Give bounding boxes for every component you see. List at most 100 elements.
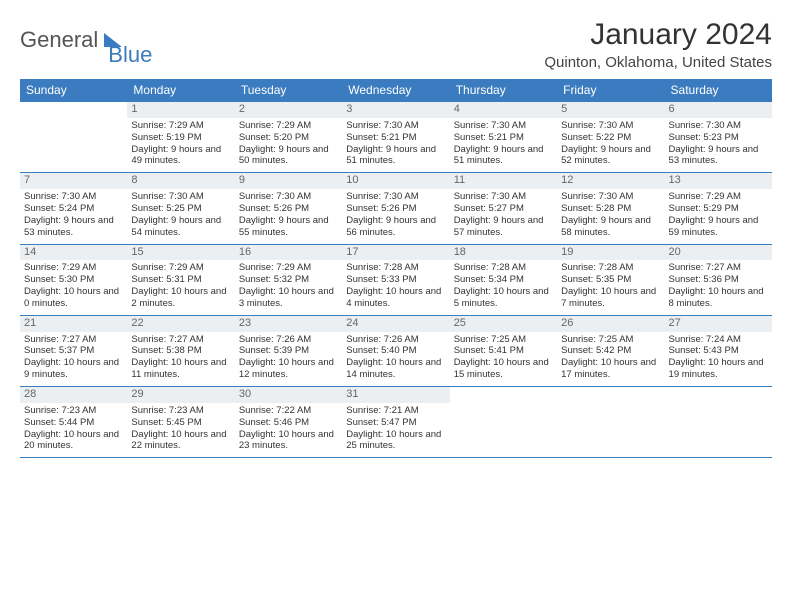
sunset-line: Sunset: 5:24 PM [24, 203, 123, 215]
sunrise-line: Sunrise: 7:29 AM [669, 191, 768, 203]
calendar-day-cell: 9Sunrise: 7:30 AMSunset: 5:26 PMDaylight… [235, 173, 342, 244]
calendar-day-cell: 22Sunrise: 7:27 AMSunset: 5:38 PMDayligh… [127, 315, 234, 386]
daylight-line: Daylight: 9 hours and 50 minutes. [239, 144, 338, 168]
calendar-day-cell: 30Sunrise: 7:22 AMSunset: 5:46 PMDayligh… [235, 387, 342, 458]
calendar-day-cell: 24 Sunrise: 7:26 AMSunset: 5:40 PMDayligh… [342, 315, 449, 386]
day-number: 7 [20, 173, 127, 189]
sunrise-line: Sunrise: 7:30 AM [346, 191, 445, 203]
day-number: 11 [450, 173, 557, 189]
sunset-line: Sunset: 5:35 PM [561, 274, 660, 286]
sunrise-line: Sunrise: 7:30 AM [454, 191, 553, 203]
sunset-line: Sunset: 5:34 PM [454, 274, 553, 286]
calendar-day-cell [665, 387, 772, 458]
sunset-line: Sunset: 5:36 PM [669, 274, 768, 286]
day-header: Wednesday [342, 79, 449, 102]
calendar-day-cell: 4Sunrise: 7:30 AMSunset: 5:21 PMDaylight… [450, 102, 557, 173]
day-number: 30 [235, 387, 342, 403]
sunrise-line: Sunrise: 7:23 AM [24, 405, 123, 417]
sunset-line: Sunset: 5:47 PM [346, 417, 445, 429]
calendar-day-cell: 12Sunrise: 7:30 AMSunset: 5:28 PMDayligh… [557, 173, 664, 244]
calendar-day-cell: 18Sunrise: 7:28 AMSunset: 5:34 PMDayligh… [450, 244, 557, 315]
daylight-line: Daylight: 9 hours and 56 minutes. [346, 215, 445, 239]
daylight-line: Daylight: 10 hours and 9 minutes. [24, 357, 123, 381]
logo: General Blue [20, 18, 152, 62]
logo-text-blue: Blue [108, 42, 152, 68]
sunrise-line: Sunrise: 7:30 AM [346, 120, 445, 132]
calendar-day-cell: 10Sunrise: 7:30 AMSunset: 5:26 PMDayligh… [342, 173, 449, 244]
sunset-line: Sunset: 5:33 PM [346, 274, 445, 286]
sunset-line: Sunset: 5:27 PM [454, 203, 553, 215]
daylight-line: Daylight: 9 hours and 55 minutes. [239, 215, 338, 239]
day-number: 12 [557, 173, 664, 189]
sunset-line: Sunset: 5:26 PM [239, 203, 338, 215]
daylight-line: Daylight: 10 hours and 22 minutes. [131, 429, 230, 453]
day-number: 24 [342, 316, 449, 332]
calendar-day-cell: 6Sunrise: 7:30 AMSunset: 5:23 PMDaylight… [665, 102, 772, 173]
daylight-line: Daylight: 9 hours and 53 minutes. [24, 215, 123, 239]
daylight-line: Daylight: 10 hours and 2 minutes. [131, 286, 230, 310]
sunset-line: Sunset: 5:21 PM [454, 132, 553, 144]
sunset-line: Sunset: 5:23 PM [669, 132, 768, 144]
daylight-line: Daylight: 10 hours and 4 minutes. [346, 286, 445, 310]
calendar-week-row: 21Sunrise: 7:27 AMSunset: 5:37 PMDayligh… [20, 315, 772, 386]
calendar-day-cell: 21Sunrise: 7:27 AMSunset: 5:37 PMDayligh… [20, 315, 127, 386]
daylight-line: Daylight: 10 hours and 23 minutes. [239, 429, 338, 453]
sunrise-line: Sunrise: 7:30 AM [454, 120, 553, 132]
day-header: Thursday [450, 79, 557, 102]
calendar-week-row: 7Sunrise: 7:30 AMSunset: 5:24 PMDaylight… [20, 173, 772, 244]
calendar-day-cell: 23Sunrise: 7:26 AMSunset: 5:39 PMDayligh… [235, 315, 342, 386]
sunrise-line: Sunrise: 7:29 AM [131, 262, 230, 274]
sunrise-line: Sunrise: 7:30 AM [561, 120, 660, 132]
daylight-line: Daylight: 9 hours and 57 minutes. [454, 215, 553, 239]
sunset-line: Sunset: 5:31 PM [131, 274, 230, 286]
calendar-day-cell: 5 Sunrise: 7:30 AMSunset: 5:22 PMDaylight… [557, 102, 664, 173]
calendar-day-cell: 29Sunrise: 7:23 AMSunset: 5:45 PMDayligh… [127, 387, 234, 458]
daylight-line: Daylight: 10 hours and 17 minutes. [561, 357, 660, 381]
location-label: Quinton, Oklahoma, United States [544, 54, 772, 71]
sunset-line: Sunset: 5:46 PM [239, 417, 338, 429]
calendar-week-row: 1Sunrise: 7:29 AMSunset: 5:19 PMDaylight… [20, 102, 772, 173]
day-number: 28 [20, 387, 127, 403]
sunrise-line: Sunrise: 7:29 AM [239, 120, 338, 132]
day-number: 2 [235, 102, 342, 118]
calendar-day-cell [20, 102, 127, 173]
day-number: 4 [450, 102, 557, 118]
day-number: 1 [127, 102, 234, 118]
daylight-line: Daylight: 10 hours and 14 minutes. [346, 357, 445, 381]
sunrise-line: Sunrise: 7:30 AM [669, 120, 768, 132]
day-number: 14 [20, 245, 127, 261]
sunset-line: Sunset: 5:28 PM [561, 203, 660, 215]
day-number: 25 [450, 316, 557, 332]
calendar-day-cell: 16Sunrise: 7:29 AMSunset: 5:32 PMDayligh… [235, 244, 342, 315]
daylight-line: Daylight: 10 hours and 0 minutes. [24, 286, 123, 310]
sunset-line: Sunset: 5:22 PM [561, 132, 660, 144]
daylight-line: Daylight: 10 hours and 8 minutes. [669, 286, 768, 310]
calendar-day-cell [450, 387, 557, 458]
daylight-line: Daylight: 9 hours and 54 minutes. [131, 215, 230, 239]
sunrise-line: Sunrise: 7:26 AM [346, 334, 445, 346]
sunset-line: Sunset: 5:38 PM [131, 345, 230, 357]
day-header: Monday [127, 79, 234, 102]
sunset-line: Sunset: 5:39 PM [239, 345, 338, 357]
daylight-line: Daylight: 9 hours and 52 minutes. [561, 144, 660, 168]
daylight-line: Daylight: 9 hours and 53 minutes. [669, 144, 768, 168]
day-number: 29 [127, 387, 234, 403]
day-number: 5 [557, 102, 664, 118]
day-header: Tuesday [235, 79, 342, 102]
day-number: 8 [127, 173, 234, 189]
logo-text-general: General [20, 27, 98, 53]
sunset-line: Sunset: 5:20 PM [239, 132, 338, 144]
day-number: 20 [665, 245, 772, 261]
sunset-line: Sunset: 5:45 PM [131, 417, 230, 429]
daylight-line: Daylight: 9 hours and 51 minutes. [346, 144, 445, 168]
sunset-line: Sunset: 5:26 PM [346, 203, 445, 215]
calendar-day-cell: 2 Sunrise: 7:29 AMSunset: 5:20 PMDaylight… [235, 102, 342, 173]
day-number: 21 [20, 316, 127, 332]
daylight-line: Daylight: 10 hours and 19 minutes. [669, 357, 768, 381]
calendar-day-cell: 8Sunrise: 7:30 AMSunset: 5:25 PMDaylight… [127, 173, 234, 244]
sunset-line: Sunset: 5:40 PM [346, 345, 445, 357]
calendar-day-cell: 28Sunrise: 7:23 AMSunset: 5:44 PMDayligh… [20, 387, 127, 458]
sunrise-line: Sunrise: 7:29 AM [131, 120, 230, 132]
calendar-week-row: 28Sunrise: 7:23 AMSunset: 5:44 PMDayligh… [20, 387, 772, 458]
month-title: January 2024 [544, 18, 772, 52]
